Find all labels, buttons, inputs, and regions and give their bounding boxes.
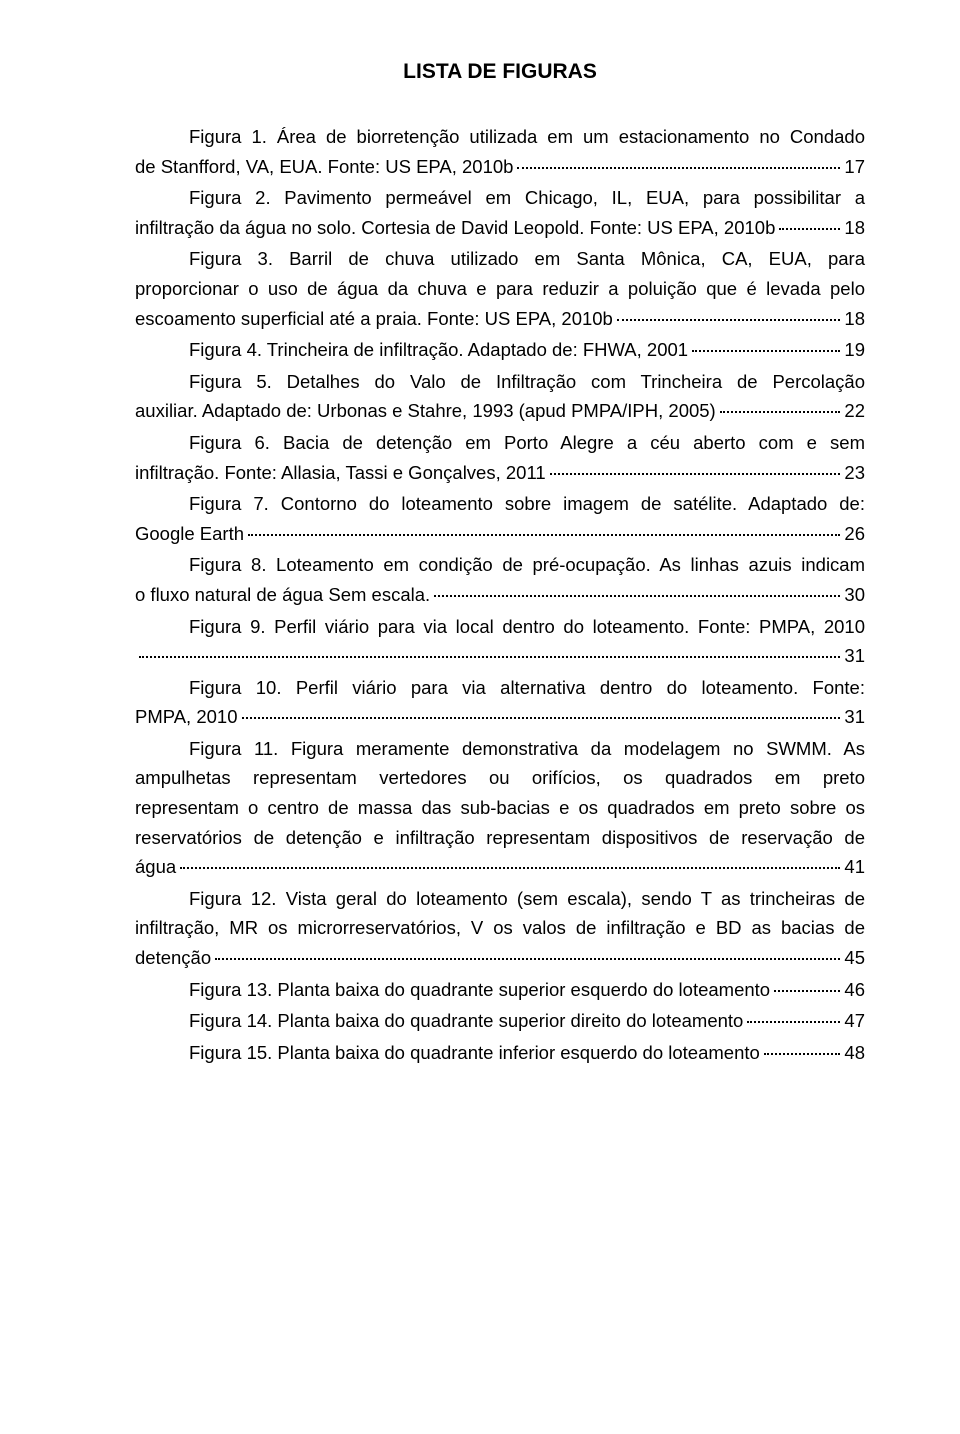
page-number: 26 <box>844 519 865 549</box>
toc-text: infiltração. Fonte: Allasia, Tassi e Gon… <box>135 458 546 488</box>
dot-leader <box>764 1053 841 1055</box>
toc-entry: Figura 6. Bacia de detenção em Porto Ale… <box>135 428 865 487</box>
toc-text-line: Figura 9. Perfil viário para via local d… <box>135 612 865 642</box>
toc-text-line: Figura 7. Contorno do loteamento sobre i… <box>135 489 865 519</box>
toc-entry: Figura 14. Planta baixa do quadrante sup… <box>135 1006 865 1036</box>
toc-entry: Figura 1. Área de biorretenção utilizada… <box>135 122 865 181</box>
toc-text-line: infiltração, MR os microrreservatórios, … <box>135 913 865 943</box>
toc-container: Figura 1. Área de biorretenção utilizada… <box>135 122 865 1067</box>
toc-text: água <box>135 852 176 882</box>
toc-text: PMPA, 2010 <box>135 702 238 732</box>
page-number: 45 <box>844 943 865 973</box>
page-number: 18 <box>844 213 865 243</box>
dot-leader <box>242 717 841 719</box>
page-number: 19 <box>844 335 865 365</box>
toc-entry: Figura 12. Vista geral do loteamento (se… <box>135 884 865 973</box>
toc-last-line: água 41 <box>135 852 865 882</box>
page-number: 46 <box>844 975 865 1005</box>
toc-last-line: 31 <box>135 641 865 671</box>
toc-text: infiltração da água no solo. Cortesia de… <box>135 213 775 243</box>
page-number: 23 <box>844 458 865 488</box>
toc-entry: Figura 15. Planta baixa do quadrante inf… <box>135 1038 865 1068</box>
toc-text: Figura 13. Planta baixa do quadrante sup… <box>189 975 770 1005</box>
toc-entry: Figura 3. Barril de chuva utilizado em S… <box>135 244 865 333</box>
toc-entry: Figura 2. Pavimento permeável em Chicago… <box>135 183 865 242</box>
page-number: 30 <box>844 580 865 610</box>
toc-text-line: Figura 6. Bacia de detenção em Porto Ale… <box>135 428 865 458</box>
page-number: 31 <box>844 641 865 671</box>
toc-text-line: Figura 11. Figura meramente demonstrativ… <box>135 734 865 764</box>
dot-leader <box>248 534 840 536</box>
toc-text-line: Figura 5. Detalhes do Valo de Infiltraçã… <box>135 367 865 397</box>
toc-last-line: escoamento superficial até a praia. Font… <box>135 304 865 334</box>
dot-leader <box>215 958 840 960</box>
toc-text: escoamento superficial até a praia. Font… <box>135 304 613 334</box>
toc-text-line: Figura 3. Barril de chuva utilizado em S… <box>135 244 865 274</box>
dot-leader <box>747 1021 840 1023</box>
page-number: 18 <box>844 304 865 334</box>
toc-last-line: Figura 13. Planta baixa do quadrante sup… <box>135 975 865 1005</box>
dot-leader <box>139 656 840 658</box>
toc-last-line: Google Earth 26 <box>135 519 865 549</box>
toc-entry: Figura 13. Planta baixa do quadrante sup… <box>135 975 865 1005</box>
dot-leader <box>517 167 840 169</box>
toc-entry: Figura 7. Contorno do loteamento sobre i… <box>135 489 865 548</box>
dot-leader <box>774 990 840 992</box>
toc-text-line: Figura 10. Perfil viário para via altern… <box>135 673 865 703</box>
toc-last-line: detenção 45 <box>135 943 865 973</box>
toc-text: Figura 14. Planta baixa do quadrante sup… <box>189 1006 743 1036</box>
dot-leader <box>180 867 840 869</box>
toc-text-line: proporcionar o uso de água da chuva e pa… <box>135 274 865 304</box>
toc-text: Figura 4. Trincheira de infiltração. Ada… <box>189 335 688 365</box>
toc-entry: Figura 5. Detalhes do Valo de Infiltraçã… <box>135 367 865 426</box>
toc-last-line: Figura 4. Trincheira de infiltração. Ada… <box>135 335 865 365</box>
toc-last-line: Figura 15. Planta baixa do quadrante inf… <box>135 1038 865 1068</box>
dot-leader <box>550 473 841 475</box>
toc-text-line: representam o centro de massa das sub-ba… <box>135 793 865 823</box>
dot-leader <box>779 228 840 230</box>
toc-text-line: ampulhetas representam vertedores ou ori… <box>135 763 865 793</box>
toc-entry: Figura 9. Perfil viário para via local d… <box>135 612 865 671</box>
dot-leader <box>692 350 840 352</box>
page-number: 48 <box>844 1038 865 1068</box>
dot-leader <box>434 595 840 597</box>
toc-text-line: Figura 8. Loteamento em condição de pré-… <box>135 550 865 580</box>
dot-leader <box>617 319 841 321</box>
toc-text-line: Figura 12. Vista geral do loteamento (se… <box>135 884 865 914</box>
toc-entry: Figura 4. Trincheira de infiltração. Ada… <box>135 335 865 365</box>
toc-text: detenção <box>135 943 211 973</box>
toc-text: o fluxo natural de água Sem escala. <box>135 580 430 610</box>
toc-last-line: de Stanfford, VA, EUA. Fonte: US EPA, 20… <box>135 152 865 182</box>
toc-last-line: Figura 14. Planta baixa do quadrante sup… <box>135 1006 865 1036</box>
toc-text: Google Earth <box>135 519 244 549</box>
toc-last-line: o fluxo natural de água Sem escala. 30 <box>135 580 865 610</box>
toc-text-line: Figura 1. Área de biorretenção utilizada… <box>135 122 865 152</box>
page-number: 17 <box>844 152 865 182</box>
toc-text: de Stanfford, VA, EUA. Fonte: US EPA, 20… <box>135 152 513 182</box>
toc-text: Figura 15. Planta baixa do quadrante inf… <box>189 1038 760 1068</box>
toc-entry: Figura 11. Figura meramente demonstrativ… <box>135 734 865 882</box>
toc-text-line: Figura 2. Pavimento permeável em Chicago… <box>135 183 865 213</box>
page-title: LISTA DE FIGURAS <box>135 60 865 84</box>
page-number: 22 <box>844 396 865 426</box>
dot-leader <box>720 411 841 413</box>
page-number: 41 <box>844 852 865 882</box>
toc-last-line: PMPA, 2010 31 <box>135 702 865 732</box>
toc-entry: Figura 10. Perfil viário para via altern… <box>135 673 865 732</box>
toc-last-line: infiltração. Fonte: Allasia, Tassi e Gon… <box>135 458 865 488</box>
toc-last-line: auxiliar. Adaptado de: Urbonas e Stahre,… <box>135 396 865 426</box>
toc-last-line: infiltração da água no solo. Cortesia de… <box>135 213 865 243</box>
page-number: 47 <box>844 1006 865 1036</box>
toc-text: auxiliar. Adaptado de: Urbonas e Stahre,… <box>135 396 716 426</box>
page-number: 31 <box>844 702 865 732</box>
toc-text-line: reservatórios de detenção e infiltração … <box>135 823 865 853</box>
toc-entry: Figura 8. Loteamento em condição de pré-… <box>135 550 865 609</box>
